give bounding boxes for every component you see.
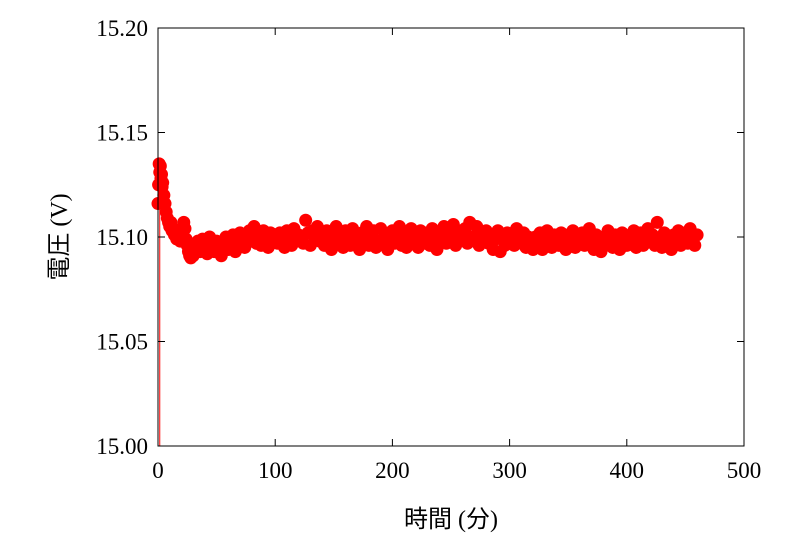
data-point (299, 213, 313, 227)
data-point (690, 228, 704, 242)
data-point (178, 222, 192, 236)
y-axis-label: 電圧 (V) (47, 193, 73, 280)
x-tick-label: 300 (492, 458, 527, 483)
y-tick-label: 15.00 (96, 434, 148, 459)
x-axis-label: 時間 (分) (404, 506, 498, 533)
x-tick-label: 100 (258, 458, 293, 483)
x-tick-label: 0 (152, 458, 164, 483)
y-axis-tick-labels: 15.00 15.05 15.10 15.15 15.20 (96, 16, 148, 459)
x-tick-label: 400 (610, 458, 645, 483)
data-point (156, 176, 170, 190)
y-tick-label: 15.05 (96, 330, 148, 355)
data-point (688, 238, 702, 252)
x-tick-label: 200 (375, 458, 410, 483)
y-tick-label: 15.10 (96, 225, 148, 250)
x-axis-tick-labels: 0 100 200 300 400 500 (152, 458, 761, 483)
data-point (650, 215, 664, 229)
y-tick-label: 15.15 (96, 121, 148, 146)
x-tick-label: 500 (727, 458, 762, 483)
data-series (151, 157, 704, 446)
axis-ticks (157, 27, 745, 447)
y-tick-label: 15.20 (96, 16, 148, 41)
